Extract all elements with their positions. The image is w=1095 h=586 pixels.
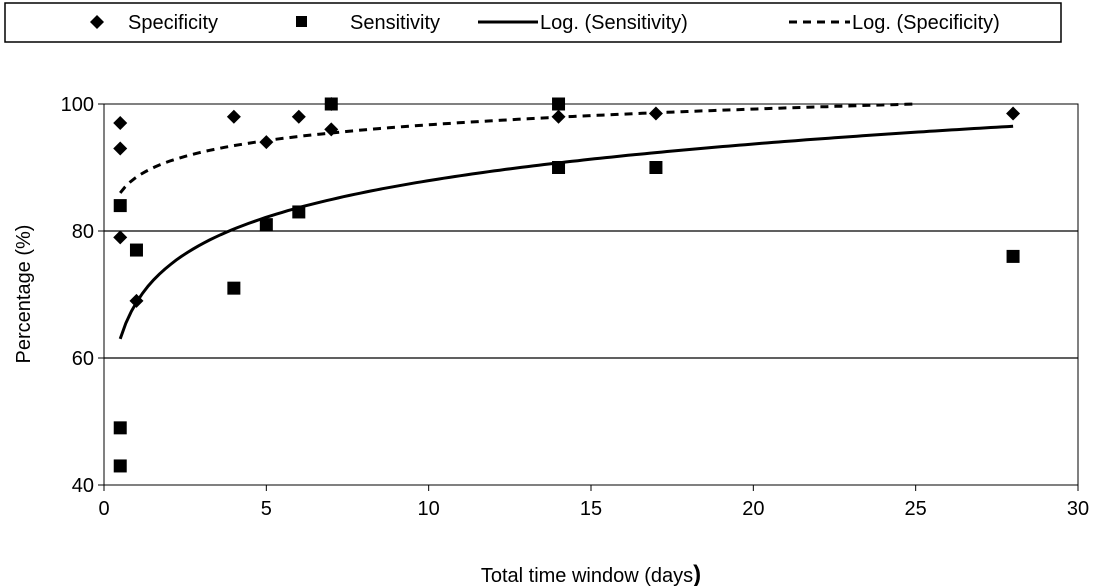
sensitivity-point: [113, 421, 127, 435]
specificity-point: [648, 106, 663, 121]
sensitivity-point: [113, 459, 127, 473]
x-tick-label: 15: [580, 498, 602, 520]
trendline-log-specificity: [119, 102, 916, 194]
legend-log-specificity-label: Log. (Specificity): [852, 12, 1000, 34]
x-axis-ticks: 0 5 10 15 20 25 30: [98, 485, 1089, 520]
specificity-point: [324, 122, 339, 137]
x-axis-title: Total time window (days): [481, 561, 701, 586]
legend-specificity-marker: [90, 15, 104, 29]
x-axis-title-text: Total time window (days: [481, 565, 693, 586]
specificity-point: [113, 141, 128, 156]
sensitivity-point: [649, 161, 663, 174]
specificity-point: [129, 293, 144, 308]
y-tick-label: 100: [61, 94, 94, 116]
sensitivity-point: [259, 218, 273, 232]
specificity-point: [113, 116, 128, 131]
x-tick-label: 30: [1067, 498, 1089, 520]
sensitivity-point: [552, 161, 566, 174]
trendline-log-sensitivity: [118, 124, 1014, 340]
x-tick-label: 20: [742, 498, 764, 520]
specificity-point: [551, 109, 566, 124]
specificity-point: [1006, 106, 1021, 121]
specificity-point: [291, 109, 306, 124]
y-axis-ticks: 40 60 80 100: [61, 94, 104, 497]
specificity-point: [113, 230, 128, 245]
trendlines: [118, 102, 1014, 340]
legend-sensitivity-label: Sensitivity: [350, 12, 440, 34]
y-axis-title: Percentage (%): [13, 225, 35, 364]
specificity-point: [226, 109, 241, 124]
plot-area: [103, 103, 1079, 486]
sensitivity-point: [129, 243, 143, 257]
sensitivity-point: [113, 199, 127, 213]
sensitivity-point: [552, 97, 566, 111]
y-tick-label: 80: [72, 221, 94, 243]
y-tick-label: 60: [72, 348, 94, 370]
legend: Specificity Sensitivity Log. (Sensitivit…: [4, 2, 1062, 43]
x-axis-title-paren: ): [693, 561, 701, 586]
sensitivity-point: [227, 281, 241, 295]
data-points: [113, 97, 1021, 473]
x-tick-label: 25: [905, 498, 927, 520]
x-tick-label: 5: [261, 498, 272, 520]
x-tick-label: 10: [418, 498, 440, 520]
legend-log-sensitivity-label: Log. (Sensitivity): [540, 12, 688, 34]
sensitivity-point: [292, 205, 306, 219]
legend-specificity-label: Specificity: [128, 12, 218, 34]
legend-sensitivity-marker: [296, 16, 307, 27]
sensitivity-point: [324, 97, 338, 111]
sensitivity-point: [1006, 249, 1020, 263]
specificity-point: [259, 135, 274, 150]
y-tick-label: 40: [72, 475, 94, 497]
x-tick-label: 0: [98, 498, 109, 520]
